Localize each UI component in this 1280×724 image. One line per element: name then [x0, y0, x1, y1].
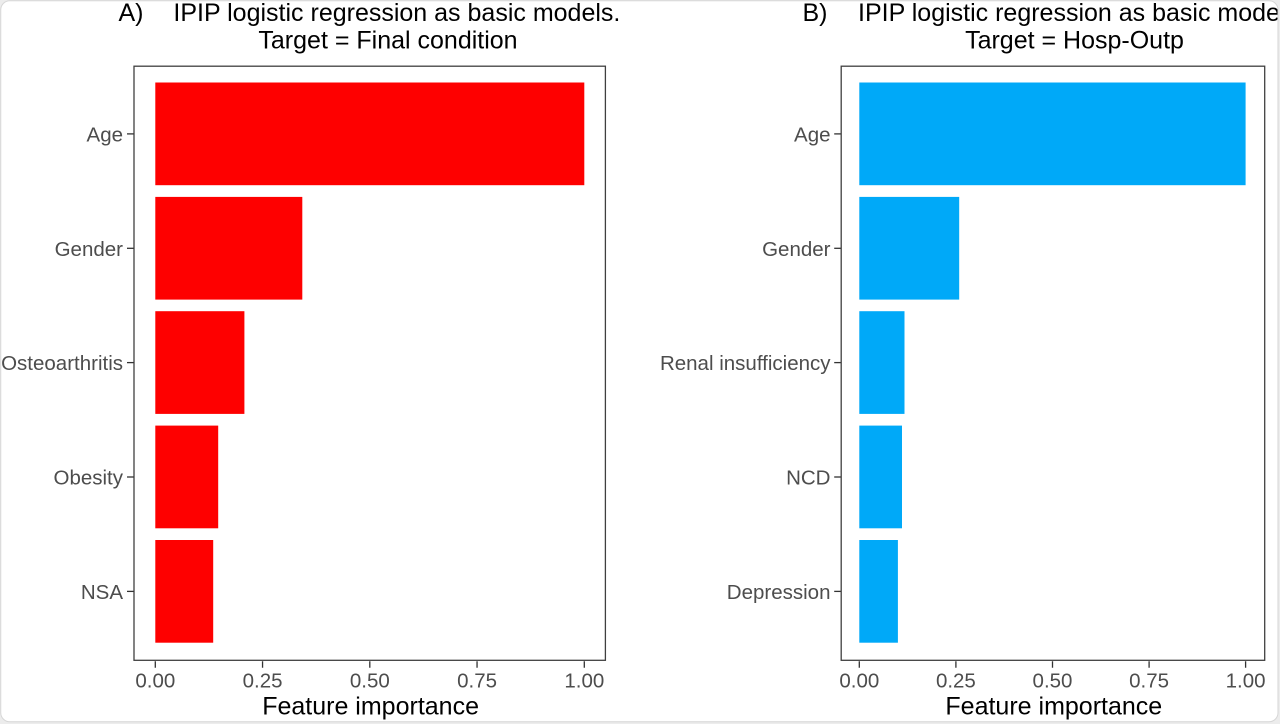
svg-text:Target = Hosp-Outp: Target = Hosp-Outp — [965, 26, 1184, 54]
svg-text:Gender: Gender — [55, 238, 124, 261]
svg-text:Age: Age — [87, 123, 123, 146]
svg-text:0.00: 0.00 — [135, 670, 175, 693]
svg-text:0.25: 0.25 — [243, 670, 283, 693]
svg-text:Age: Age — [794, 123, 830, 146]
svg-text:A): A) — [119, 0, 144, 27]
svg-text:Obesity: Obesity — [54, 467, 124, 490]
svg-text:Renal insufficiency: Renal insufficiency — [660, 352, 831, 375]
svg-text:Target = Final condition: Target = Final condition — [258, 26, 517, 54]
svg-text:0.25: 0.25 — [936, 670, 976, 693]
svg-text:Feature importance: Feature importance — [262, 693, 479, 721]
svg-text:IPIP logistic regression as ba: IPIP logistic regression as basic models… — [173, 0, 620, 27]
svg-text:Depression: Depression — [727, 581, 831, 604]
svg-text:IPIP logistic regression as ba: IPIP logistic regression as basic models… — [858, 0, 1280, 27]
svg-text:0.50: 0.50 — [1033, 670, 1073, 693]
svg-text:B): B) — [803, 0, 828, 27]
svg-text:NSA: NSA — [81, 581, 123, 604]
svg-text:Gender: Gender — [762, 238, 831, 261]
svg-text:NCD: NCD — [786, 467, 830, 490]
svg-text:0.75: 0.75 — [1129, 670, 1169, 693]
svg-text:1.00: 1.00 — [1226, 670, 1266, 693]
svg-text:0.00: 0.00 — [839, 670, 879, 693]
svg-text:0.50: 0.50 — [350, 670, 390, 693]
svg-text:Osteoarthritis: Osteoarthritis — [1, 352, 123, 375]
svg-text:1.00: 1.00 — [564, 670, 604, 693]
svg-text:0.75: 0.75 — [457, 670, 497, 693]
svg-text:Feature importance: Feature importance — [945, 693, 1162, 721]
